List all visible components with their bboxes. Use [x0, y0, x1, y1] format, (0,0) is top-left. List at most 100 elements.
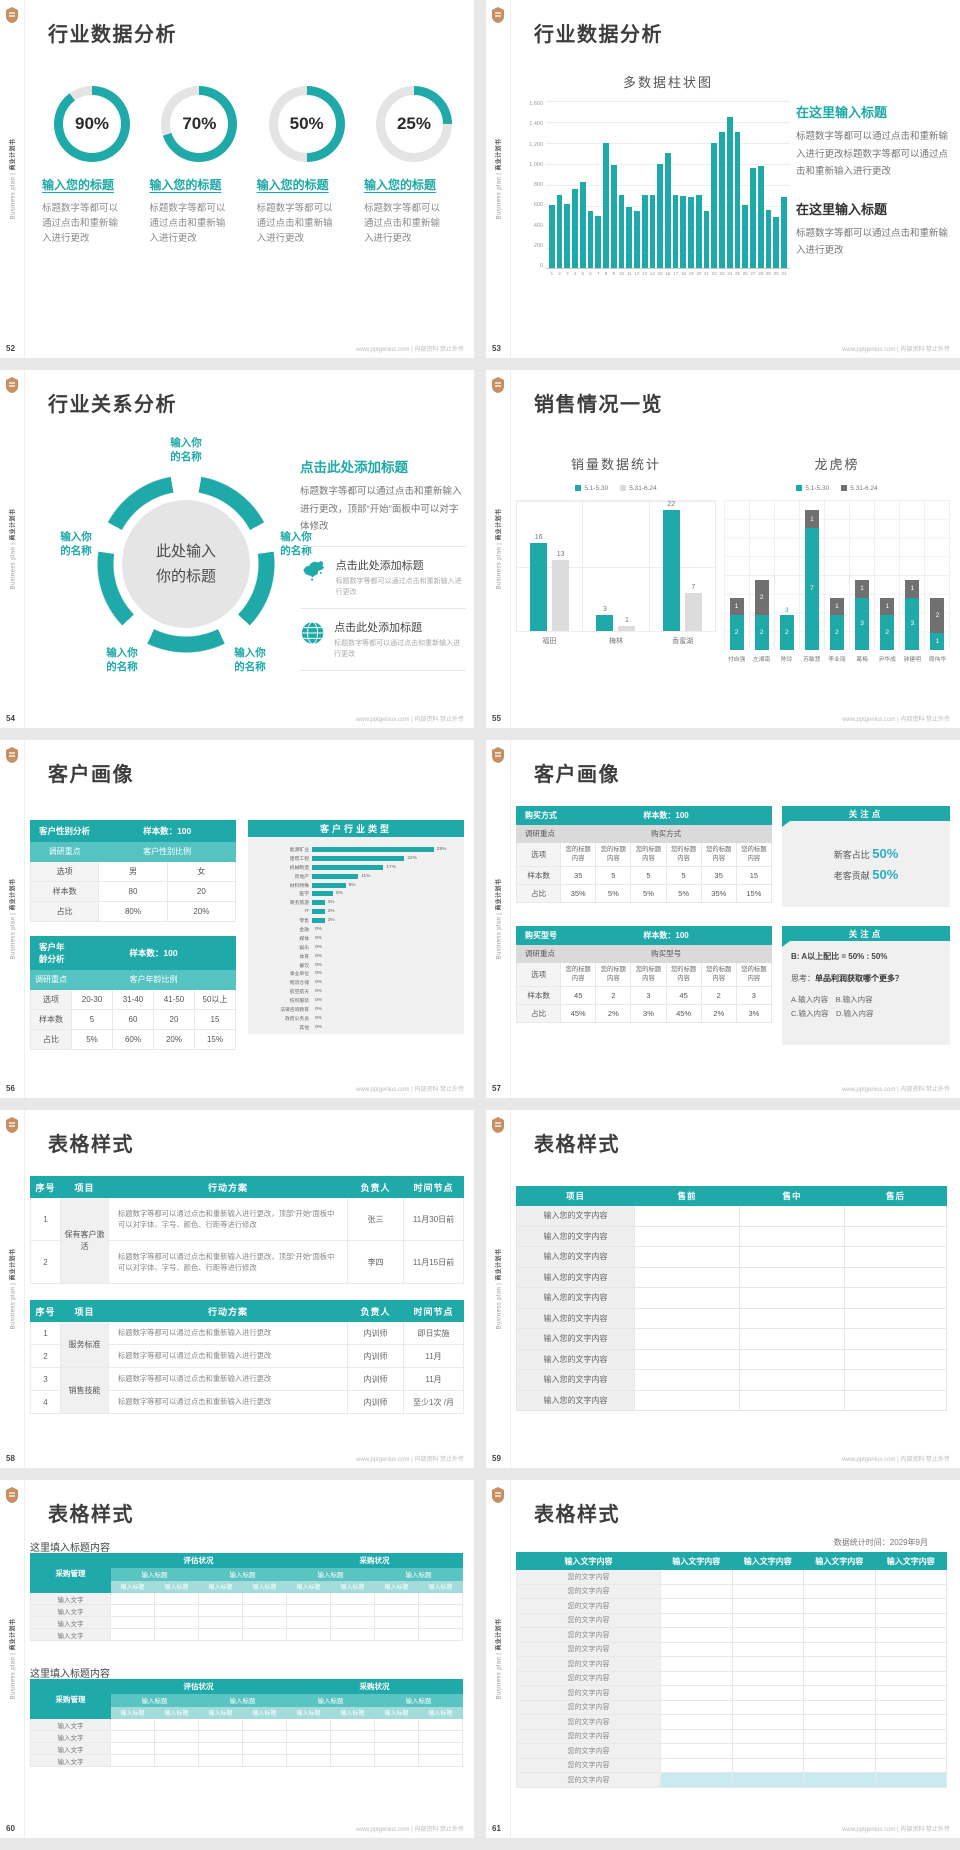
table-row: 您的文字内容	[516, 1714, 947, 1730]
empty-cell	[844, 1225, 947, 1247]
bar-value-label: 13	[556, 550, 565, 558]
bar	[572, 188, 578, 268]
table-cell: 2	[595, 986, 632, 1005]
slide-54[interactable]: 行业关系分析 此处输入 你的标题 输入你 的名称 输入你 的名称 输入你 的名称 输入…	[0, 370, 474, 728]
option-cell: 您的标题内容	[560, 962, 597, 987]
empty-cell	[844, 1307, 947, 1329]
brand-logo-icon	[6, 377, 18, 393]
procurement-table: 采购管理 评估状况 采购状况 输入标题 输入标题 输入标题 输入标题 输入标题 输入标题 输入标题…	[30, 1679, 463, 1767]
slide-61[interactable]: 表格样式 数据统计时间：2029年9月 输入文字内容 输入文字内容 输入文字内容 输入…	[486, 1480, 960, 1838]
gray-segment: 1	[905, 580, 920, 598]
bar-value-label: 7	[691, 583, 696, 591]
bar	[564, 204, 571, 268]
table-cell: 3%	[735, 1004, 773, 1023]
header-cell: 输入文字内容	[660, 1552, 733, 1570]
slide-59[interactable]: 表格样式 项目 售前 售中 售后 输入您的文字内容 输入您的文字内容 输入您的文字内容 输入您…	[486, 1110, 960, 1468]
bar	[734, 132, 741, 268]
table-cell: 45	[665, 986, 702, 1005]
header-cell: 评估状况	[110, 1553, 287, 1568]
slide-53[interactable]: 行业数据分析 多数据柱状图 1,600 1,400 1,200 1,000 800 600…	[486, 0, 960, 358]
header-cell: 样本数：100	[560, 806, 772, 825]
hbar-label: 医学	[299, 892, 309, 898]
group-cell: 保有客户激活	[60, 1197, 109, 1284]
table-row: 您的文字内容	[516, 1612, 947, 1628]
table-cell: 31-40	[112, 989, 154, 1010]
x-tick-label: 29	[765, 271, 771, 276]
slide-55[interactable]: 销售情况一览 销量数据统计 5.1-5.30 5.31-6.24 16 13 3 1 2…	[486, 370, 960, 728]
china-map-icon	[303, 560, 325, 581]
time-cell: 11月15日前	[403, 1240, 464, 1284]
table-cell: 80	[98, 881, 168, 902]
empty-cell	[660, 1685, 733, 1701]
empty-cell	[110, 1616, 155, 1629]
table-cell: 占比	[515, 1004, 562, 1023]
empty-cell	[731, 1670, 804, 1686]
x-axis: 付自强 左湘南 陈玲 苏敏慧 李业丽 葛梅 尹华成 钟建明 周伟华	[724, 654, 950, 663]
slide-60[interactable]: 表格样式 这里填入标题内容 采购管理 评估状况 采购状况 输入标题 输入标题 输入标题 输入…	[0, 1480, 474, 1838]
bar	[556, 194, 563, 268]
hbar-value: 29%	[436, 846, 447, 852]
slide-58[interactable]: 表格样式 序号 项目 行动方案 负责人 时间节点 1 保有客户激活 标题数字等都可以通过点击和…	[0, 1110, 474, 1468]
brand-logo-icon	[492, 747, 504, 763]
hbar-label: 事业单位	[289, 972, 309, 978]
empty-cell	[803, 1699, 876, 1715]
slide-52[interactable]: 行业数据分析 90% 输入您的标题 标题数字等都可以通过点击和重新输入进行更改 70%…	[0, 0, 474, 358]
legend-label: 5.31-6.24	[850, 485, 878, 492]
donut-chart: 90%	[54, 86, 130, 162]
bar	[549, 205, 555, 268]
rail-text-sep: |	[10, 910, 17, 917]
empty-cell	[874, 1656, 947, 1672]
donut-percent: 50%	[289, 114, 324, 133]
owner-cell: 内训师	[347, 1367, 404, 1391]
bar	[765, 209, 772, 268]
option-cell: 您的标题内容	[735, 962, 773, 987]
footer-url: www.pptgenius.com | 内部资料 禁止外传	[356, 347, 464, 353]
subheader-cell: 购买方式	[560, 824, 772, 843]
table-row: 您的文字内容	[516, 1656, 947, 1672]
table-row: 1 保有客户激活 标题数字等都可以通过点击和重新输入进行更改，顶部“开始”面板中可以…	[30, 1197, 464, 1284]
header-cell: 评估状况	[110, 1679, 287, 1694]
bar	[596, 614, 614, 631]
section-body: 标题数字等都可以通过点击和重新输入进行更改标题数字等都可以通过点击和重新输入进行…	[796, 131, 949, 178]
y-axis: 1,600 1,400 1,200 1,000 800 600 400 200 0	[522, 101, 546, 269]
donut-block: 70% 输入您的标题 标题数字等都可以通过点击和重新输入进行更改	[149, 86, 249, 247]
text-block: 在这里输入标题 标题数字等都可以通过点击和重新输入进行更改标题数字等都可以通过点…	[796, 102, 950, 264]
empty-cell	[242, 1718, 287, 1731]
table-cell: 3	[735, 986, 773, 1005]
header-cell: 项目	[60, 1300, 109, 1322]
teal-segment: 2	[754, 615, 769, 650]
table-row: 选项男女	[29, 861, 237, 882]
x-tick-label: 左湘南	[752, 657, 771, 663]
data-table: 序号 项目 行动方案 负责人 时间节点 1 服务标准 标题数字等都可以通过点击和重新输入进行更…	[30, 1300, 464, 1414]
bar	[618, 194, 625, 268]
x-tick-label: 7	[597, 271, 600, 276]
table-cell: 20%	[153, 1029, 195, 1050]
hbar-row: 房地产 11%	[254, 872, 456, 881]
page-number: 55	[492, 714, 501, 723]
empty-cell	[803, 1612, 876, 1628]
option-cell: 您的标题内容	[665, 962, 702, 987]
item-heading: 点击此处添加标题	[335, 559, 424, 572]
item-desc: 标题数字等都可以通过点击和重新输入进行更改	[334, 640, 461, 659]
row-label-cell: 输入您的文字内容	[516, 1205, 635, 1227]
hbar-row: IT 3%	[254, 907, 456, 916]
rail-text-en: Business plan	[10, 176, 17, 220]
table-header-row: 序号 项目 行动方案 负责人 时间节点	[30, 1300, 464, 1322]
table-cell: 2%	[700, 1004, 737, 1023]
hbar-value: 0%	[315, 998, 322, 1004]
owner-cell: 张三	[347, 1197, 404, 1241]
empty-cell	[242, 1628, 287, 1641]
slide-57[interactable]: 客户画像 购买方式 样本数：100 调研重点 购买方式 选项 您的标题内容 您的标题内容 您的…	[486, 740, 960, 1098]
hbar-row: 零售 3%	[254, 916, 456, 925]
header-cell: 输入文字内容	[874, 1552, 947, 1570]
slide-56[interactable]: 客户画像 客户性别分析 样本数：100 调研重点 客户性别比例 选项男女样本数 80 20 占…	[0, 740, 474, 1098]
data-timestamp-note: 数据统计时间：2029年9月	[833, 1538, 928, 1547]
rail-text-sep: |	[10, 540, 17, 547]
hbar-value: 0%	[315, 926, 322, 932]
chart-legend: 5.1-5.30 5.31-6.24	[516, 485, 716, 492]
subheader-cell: 输入标题	[154, 1706, 199, 1719]
empty-cell	[198, 1616, 243, 1629]
data-table: 采购管理 评估状况 采购状况 输入标题 输入标题 输入标题 输入标题 输入标题 输入标题 输入标题…	[30, 1679, 463, 1767]
